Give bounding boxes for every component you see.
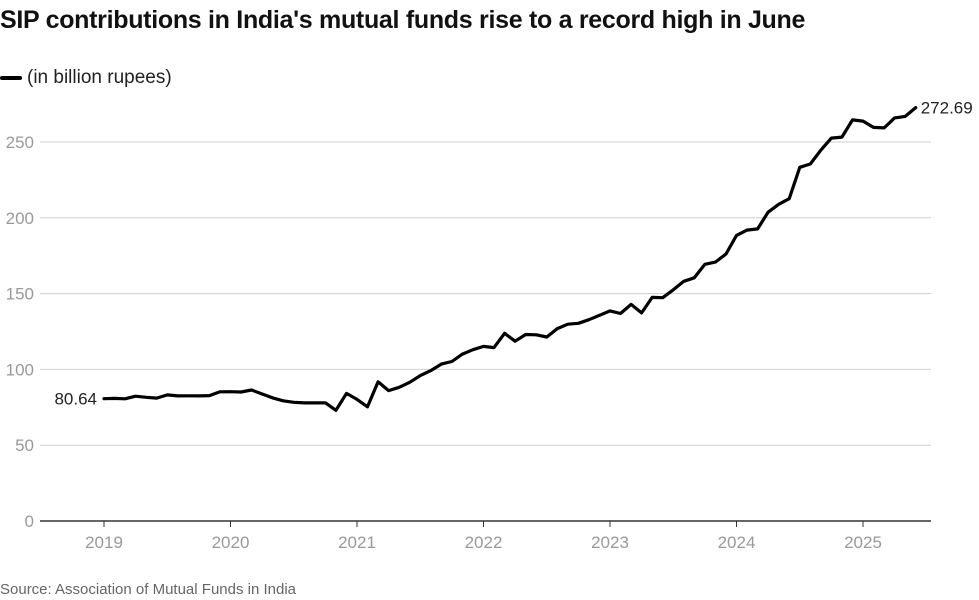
x-tick-label: 2022 <box>465 533 503 552</box>
y-tick-label: 150 <box>6 285 34 304</box>
x-tick-label: 2020 <box>212 533 250 552</box>
data-label: 272.69 <box>921 99 973 118</box>
annotations: 80.64 272.69 <box>54 99 972 409</box>
data-label: 80.64 <box>54 390 97 409</box>
legend-swatch <box>0 76 22 80</box>
series-group <box>102 105 918 412</box>
chart-title: SIP contributions in India's mutual fund… <box>0 6 806 34</box>
x-tick-label: 2025 <box>844 533 882 552</box>
x-tick-label: 2019 <box>85 533 123 552</box>
source-note: Source: Association of Mutual Funds in I… <box>0 581 297 598</box>
x-tick-label: 2024 <box>718 533 756 552</box>
gridlines <box>40 141 931 446</box>
y-tick-label: 200 <box>6 209 34 228</box>
legend-label: (in billion rupees) <box>27 67 172 88</box>
x-tick-label: 2021 <box>338 533 376 552</box>
y-tick-label: 250 <box>6 133 34 152</box>
series-line <box>102 105 918 412</box>
y-axis-ticks: 0 50 100 150 200 250 <box>6 133 34 531</box>
y-tick-label: 100 <box>6 360 34 379</box>
x-axis-ticks: 2019 2020 2021 2022 2023 2024 2025 <box>85 521 882 552</box>
y-tick-label: 0 <box>25 512 34 531</box>
x-tick-label: 2023 <box>591 533 629 552</box>
y-tick-label: 50 <box>15 436 34 455</box>
legend: (in billion rupees) <box>0 66 172 90</box>
